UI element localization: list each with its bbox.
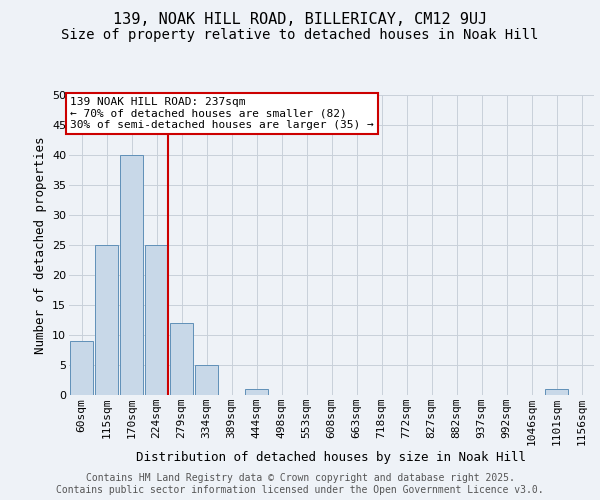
Bar	[145, 245, 168, 395]
X-axis label: Distribution of detached houses by size in Noak Hill: Distribution of detached houses by size …	[137, 450, 527, 464]
Bar	[195, 365, 218, 395]
Bar	[170, 323, 193, 395]
Text: 139 NOAK HILL ROAD: 237sqm
← 70% of detached houses are smaller (82)
30% of semi: 139 NOAK HILL ROAD: 237sqm ← 70% of deta…	[70, 96, 374, 130]
Y-axis label: Number of detached properties: Number of detached properties	[34, 136, 47, 354]
Bar	[70, 341, 93, 395]
Bar	[95, 245, 118, 395]
Text: Size of property relative to detached houses in Noak Hill: Size of property relative to detached ho…	[61, 28, 539, 42]
Text: Contains HM Land Registry data © Crown copyright and database right 2025.
Contai: Contains HM Land Registry data © Crown c…	[56, 474, 544, 495]
Bar	[120, 155, 143, 395]
Bar	[245, 389, 268, 395]
Bar	[545, 389, 568, 395]
Text: 139, NOAK HILL ROAD, BILLERICAY, CM12 9UJ: 139, NOAK HILL ROAD, BILLERICAY, CM12 9U…	[113, 12, 487, 28]
